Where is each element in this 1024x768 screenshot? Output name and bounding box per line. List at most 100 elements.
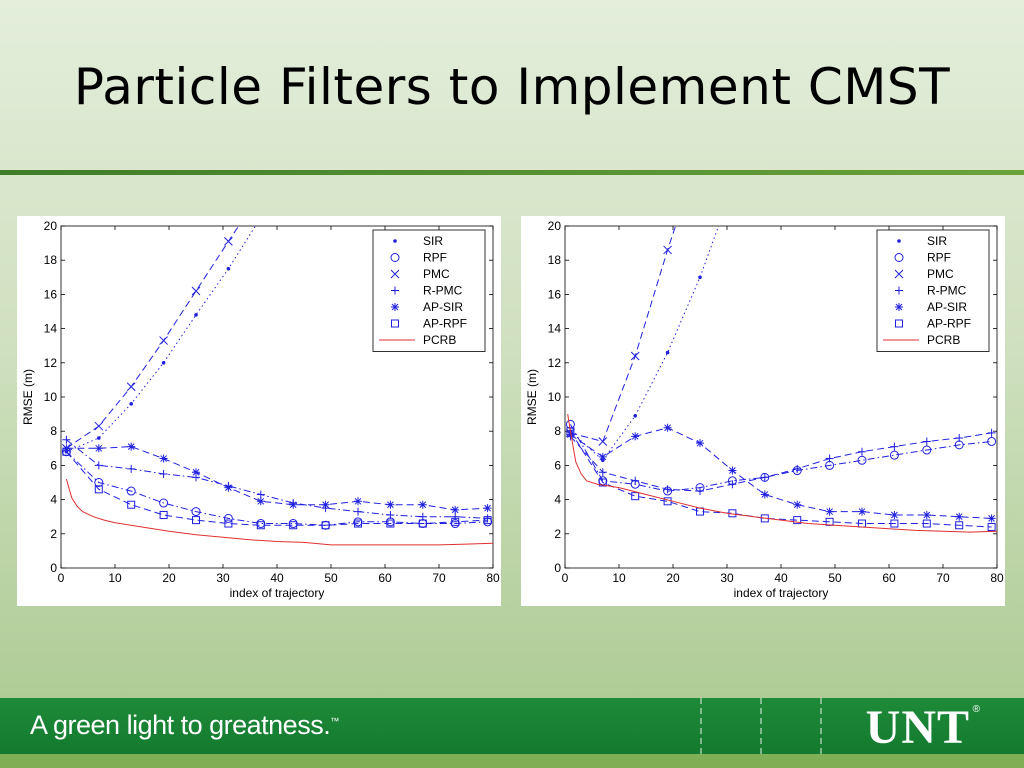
data-point-ap-sir — [256, 497, 265, 506]
data-point-r-pmc — [256, 490, 265, 499]
registered-mark: ® — [972, 704, 980, 715]
data-point-ap-rpf — [94, 485, 103, 494]
plot-area — [565, 226, 997, 533]
legend-label-r-pmc: R-PMC — [423, 284, 463, 298]
y-tick-label: 12 — [548, 356, 562, 370]
data-point-ap-sir — [94, 444, 103, 453]
data-point-r-pmc — [631, 476, 640, 485]
legend-label-ap-sir: AP-SIR — [927, 300, 967, 314]
legend-marker-ap-sir — [895, 303, 903, 311]
data-point-sir — [633, 414, 637, 418]
data-point-pmc — [224, 237, 233, 246]
data-point-r-pmc — [858, 447, 866, 456]
data-point-ap-rpf — [386, 519, 395, 528]
data-point-ap-rpf — [793, 516, 802, 525]
data-point-r-pmc — [62, 435, 71, 444]
data-point-ap-sir — [728, 466, 737, 475]
data-point-sir — [161, 361, 166, 365]
decorative-stripe — [760, 698, 762, 754]
legend-label-rpf: RPF — [423, 251, 447, 265]
x-tick-label: 10 — [108, 571, 122, 585]
data-point-ap-sir — [858, 507, 866, 516]
y-tick-label: 0 — [50, 561, 57, 575]
plot-area — [61, 216, 493, 546]
data-point-rpf — [857, 455, 867, 465]
data-point-sir — [698, 275, 702, 280]
x-tick-label: 70 — [936, 571, 950, 585]
y-tick-label: 0 — [554, 561, 561, 575]
legend-marker-r-pmc — [895, 286, 903, 295]
y-tick-label: 16 — [548, 287, 562, 301]
legend-label-sir: SIR — [423, 234, 443, 248]
data-point-r-pmc — [987, 428, 996, 437]
y-tick-label: 12 — [44, 356, 58, 370]
data-point-r-pmc — [418, 512, 427, 521]
y-tick-label: 2 — [554, 527, 561, 541]
y-tick-label: 18 — [548, 253, 562, 267]
data-point-rpf — [987, 436, 997, 446]
data-point-rpf — [922, 445, 932, 455]
data-point-ap-rpf — [955, 521, 964, 530]
legend-label-r-pmc: R-PMC — [927, 284, 967, 298]
x-tick-label: 80 — [486, 571, 500, 585]
data-point-ap-sir — [825, 507, 834, 516]
data-point-ap-rpf — [62, 447, 71, 456]
data-point-pmc — [94, 421, 104, 431]
data-point-ap-rpf — [192, 516, 200, 525]
y-tick-label: 16 — [44, 287, 58, 301]
y-tick-label: 20 — [44, 219, 58, 233]
series-line-ap-sir — [570, 427, 992, 519]
data-point-r-pmc — [825, 454, 834, 463]
data-point-r-pmc — [663, 485, 672, 494]
data-point-ap-sir — [955, 512, 964, 521]
legend-marker-pmc — [390, 269, 400, 279]
data-point-r-pmc — [386, 510, 395, 519]
decorative-stripe — [820, 698, 822, 754]
data-point-r-pmc — [451, 512, 460, 521]
footer-strip — [0, 754, 1024, 768]
data-point-sir — [665, 350, 670, 355]
x-tick-label: 20 — [162, 571, 176, 585]
data-point-ap-rpf — [354, 519, 362, 528]
chart-left-panel: 0 10 20 30 40 50 60 70 80 0 2 4 6 8 10 12 14 16 18 20 index … — [17, 216, 501, 606]
legend-label-ap-rpf: AP-RPF — [927, 317, 971, 331]
legend-label-pmc: PMC — [927, 267, 954, 281]
data-point-ap-sir — [451, 505, 460, 514]
data-point-ap-sir — [483, 504, 492, 513]
data-point-r-pmc — [483, 514, 492, 523]
chart-left-svg: 0 10 20 30 40 50 60 70 80 0 2 4 6 8 10 12 14 16 18 20 index … — [21, 216, 500, 600]
data-point-ap-sir — [631, 432, 640, 441]
legend-marker-rpf — [390, 253, 400, 262]
y-tick-label: 6 — [50, 458, 57, 472]
data-point-sir — [259, 216, 263, 219]
legend-label-ap-sir: AP-SIR — [423, 300, 463, 314]
y-tick-label: 8 — [554, 424, 561, 438]
data-point-pmc — [191, 286, 201, 296]
data-point-ap-sir — [192, 468, 200, 477]
data-point-ap-sir — [890, 510, 899, 519]
tagline-text: A green light to greatness. — [30, 710, 331, 740]
data-point-ap-rpf — [418, 519, 427, 528]
legend-label-rpf: RPF — [927, 251, 951, 265]
data-point-r-pmc — [890, 442, 899, 451]
x-tick-label: 10 — [612, 571, 626, 585]
y-tick-label: 10 — [44, 390, 58, 404]
data-point-ap-rpf — [289, 521, 298, 530]
data-point-ap-rpf — [631, 492, 640, 501]
data-point-ap-rpf — [321, 521, 330, 530]
data-point-sir — [226, 266, 231, 271]
data-point-pmc — [663, 245, 672, 255]
data-point-ap-rpf — [451, 517, 460, 526]
y-axis-label: RMSE (m) — [21, 369, 35, 425]
legend-marker-rpf — [894, 253, 904, 262]
x-axis-label: index of trajectory — [230, 586, 325, 600]
y-tick-label: 18 — [44, 253, 58, 267]
x-tick-label: 70 — [432, 571, 446, 585]
data-point-r-pmc — [696, 487, 704, 496]
data-point-pmc — [159, 336, 168, 345]
data-point-rpf — [126, 486, 136, 496]
legend-marker-ap-rpf — [895, 319, 903, 328]
data-point-pmc — [126, 382, 136, 392]
series-line-rpf — [66, 451, 488, 526]
x-tick-label: 20 — [666, 571, 680, 585]
